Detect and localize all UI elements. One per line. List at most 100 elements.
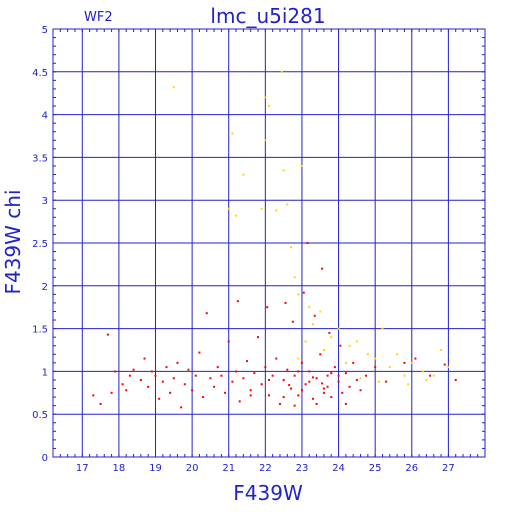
data-point bbox=[313, 314, 316, 317]
x-tick-label: 26 bbox=[405, 463, 418, 474]
data-point bbox=[293, 404, 296, 407]
data-point bbox=[264, 139, 267, 142]
data-point bbox=[302, 291, 305, 294]
data-point bbox=[205, 312, 208, 315]
data-point bbox=[92, 394, 95, 397]
data-point bbox=[308, 370, 311, 373]
data-point bbox=[271, 374, 274, 377]
x-tick-label: 20 bbox=[186, 463, 199, 474]
data-point bbox=[348, 385, 351, 388]
data-point bbox=[407, 383, 410, 386]
data-point bbox=[180, 406, 183, 409]
data-point bbox=[284, 301, 287, 304]
data-point bbox=[110, 391, 113, 394]
data-point bbox=[403, 361, 406, 364]
data-point bbox=[268, 394, 270, 397]
data-point bbox=[311, 376, 314, 379]
data-point bbox=[319, 310, 322, 313]
data-point bbox=[286, 368, 289, 371]
data-point bbox=[429, 374, 432, 377]
data-point bbox=[315, 402, 318, 405]
data-point bbox=[403, 374, 406, 377]
data-points bbox=[92, 70, 457, 409]
data-point bbox=[260, 383, 263, 386]
data-point bbox=[158, 397, 161, 400]
data-point bbox=[231, 380, 234, 383]
data-point bbox=[282, 396, 285, 399]
data-point bbox=[169, 391, 172, 394]
data-point bbox=[235, 370, 238, 373]
x-tick-label: 18 bbox=[113, 463, 126, 474]
data-point bbox=[227, 207, 230, 210]
y-tick-label: 1 bbox=[42, 367, 48, 378]
data-point bbox=[326, 385, 329, 388]
data-point bbox=[377, 380, 380, 383]
x-tick-label: 27 bbox=[442, 463, 455, 474]
data-point bbox=[355, 340, 358, 343]
data-point bbox=[291, 320, 294, 323]
data-point bbox=[421, 370, 424, 373]
data-point bbox=[432, 374, 435, 377]
data-point bbox=[191, 389, 194, 392]
data-point bbox=[194, 374, 197, 377]
data-point bbox=[286, 203, 289, 206]
data-point bbox=[114, 370, 117, 373]
data-point bbox=[176, 361, 179, 364]
data-point bbox=[304, 340, 307, 343]
data-point bbox=[300, 164, 303, 167]
data-point bbox=[288, 384, 291, 387]
y-tick-label: 1.5 bbox=[32, 325, 48, 336]
data-point bbox=[440, 349, 443, 351]
data-point bbox=[249, 389, 252, 392]
data-point bbox=[280, 70, 283, 73]
data-point bbox=[293, 374, 296, 377]
data-point bbox=[344, 402, 347, 405]
data-point bbox=[443, 363, 446, 366]
data-point bbox=[266, 306, 269, 309]
data-point bbox=[414, 357, 417, 360]
data-point bbox=[289, 387, 292, 390]
data-point bbox=[297, 370, 300, 373]
data-point bbox=[337, 374, 340, 377]
data-point bbox=[337, 327, 340, 330]
data-point bbox=[242, 173, 245, 176]
data-point bbox=[268, 105, 270, 108]
data-point bbox=[264, 96, 267, 99]
x-tick-label: 23 bbox=[296, 463, 309, 474]
x-tick-label: 17 bbox=[76, 463, 89, 474]
data-point bbox=[321, 382, 324, 385]
axis-ticks: 17 18 19 20 21 22 23 24 25 26 27 0 0.5 1 1.5 2 2.5 3 3.5 4 4… bbox=[32, 25, 486, 474]
data-point bbox=[249, 394, 252, 397]
x-tick-label: 22 bbox=[259, 463, 272, 474]
data-point bbox=[278, 402, 281, 405]
data-point bbox=[260, 207, 263, 210]
data-point bbox=[344, 372, 347, 375]
data-point bbox=[330, 372, 333, 375]
data-point bbox=[447, 366, 450, 369]
data-point bbox=[300, 389, 303, 392]
data-point bbox=[143, 357, 146, 360]
data-point bbox=[121, 383, 124, 386]
data-point bbox=[326, 374, 329, 377]
data-point bbox=[282, 378, 285, 381]
data-point bbox=[374, 366, 377, 369]
x-tick-label: 25 bbox=[369, 463, 382, 474]
y-tick-label: 2.5 bbox=[32, 239, 48, 250]
data-point bbox=[161, 380, 164, 383]
data-point bbox=[154, 374, 157, 377]
chart-title: lmc_u5i281 bbox=[210, 4, 325, 28]
data-point bbox=[388, 366, 391, 369]
data-point bbox=[213, 385, 216, 388]
data-point bbox=[359, 389, 362, 392]
data-point bbox=[231, 132, 234, 135]
data-point bbox=[311, 397, 314, 400]
data-point bbox=[99, 402, 102, 405]
data-point bbox=[381, 327, 384, 330]
y-axis-label: F439W chi bbox=[1, 189, 25, 294]
data-point bbox=[385, 380, 388, 383]
data-point bbox=[172, 377, 175, 380]
data-point bbox=[337, 380, 340, 383]
data-point bbox=[216, 366, 219, 369]
data-point bbox=[308, 380, 311, 383]
